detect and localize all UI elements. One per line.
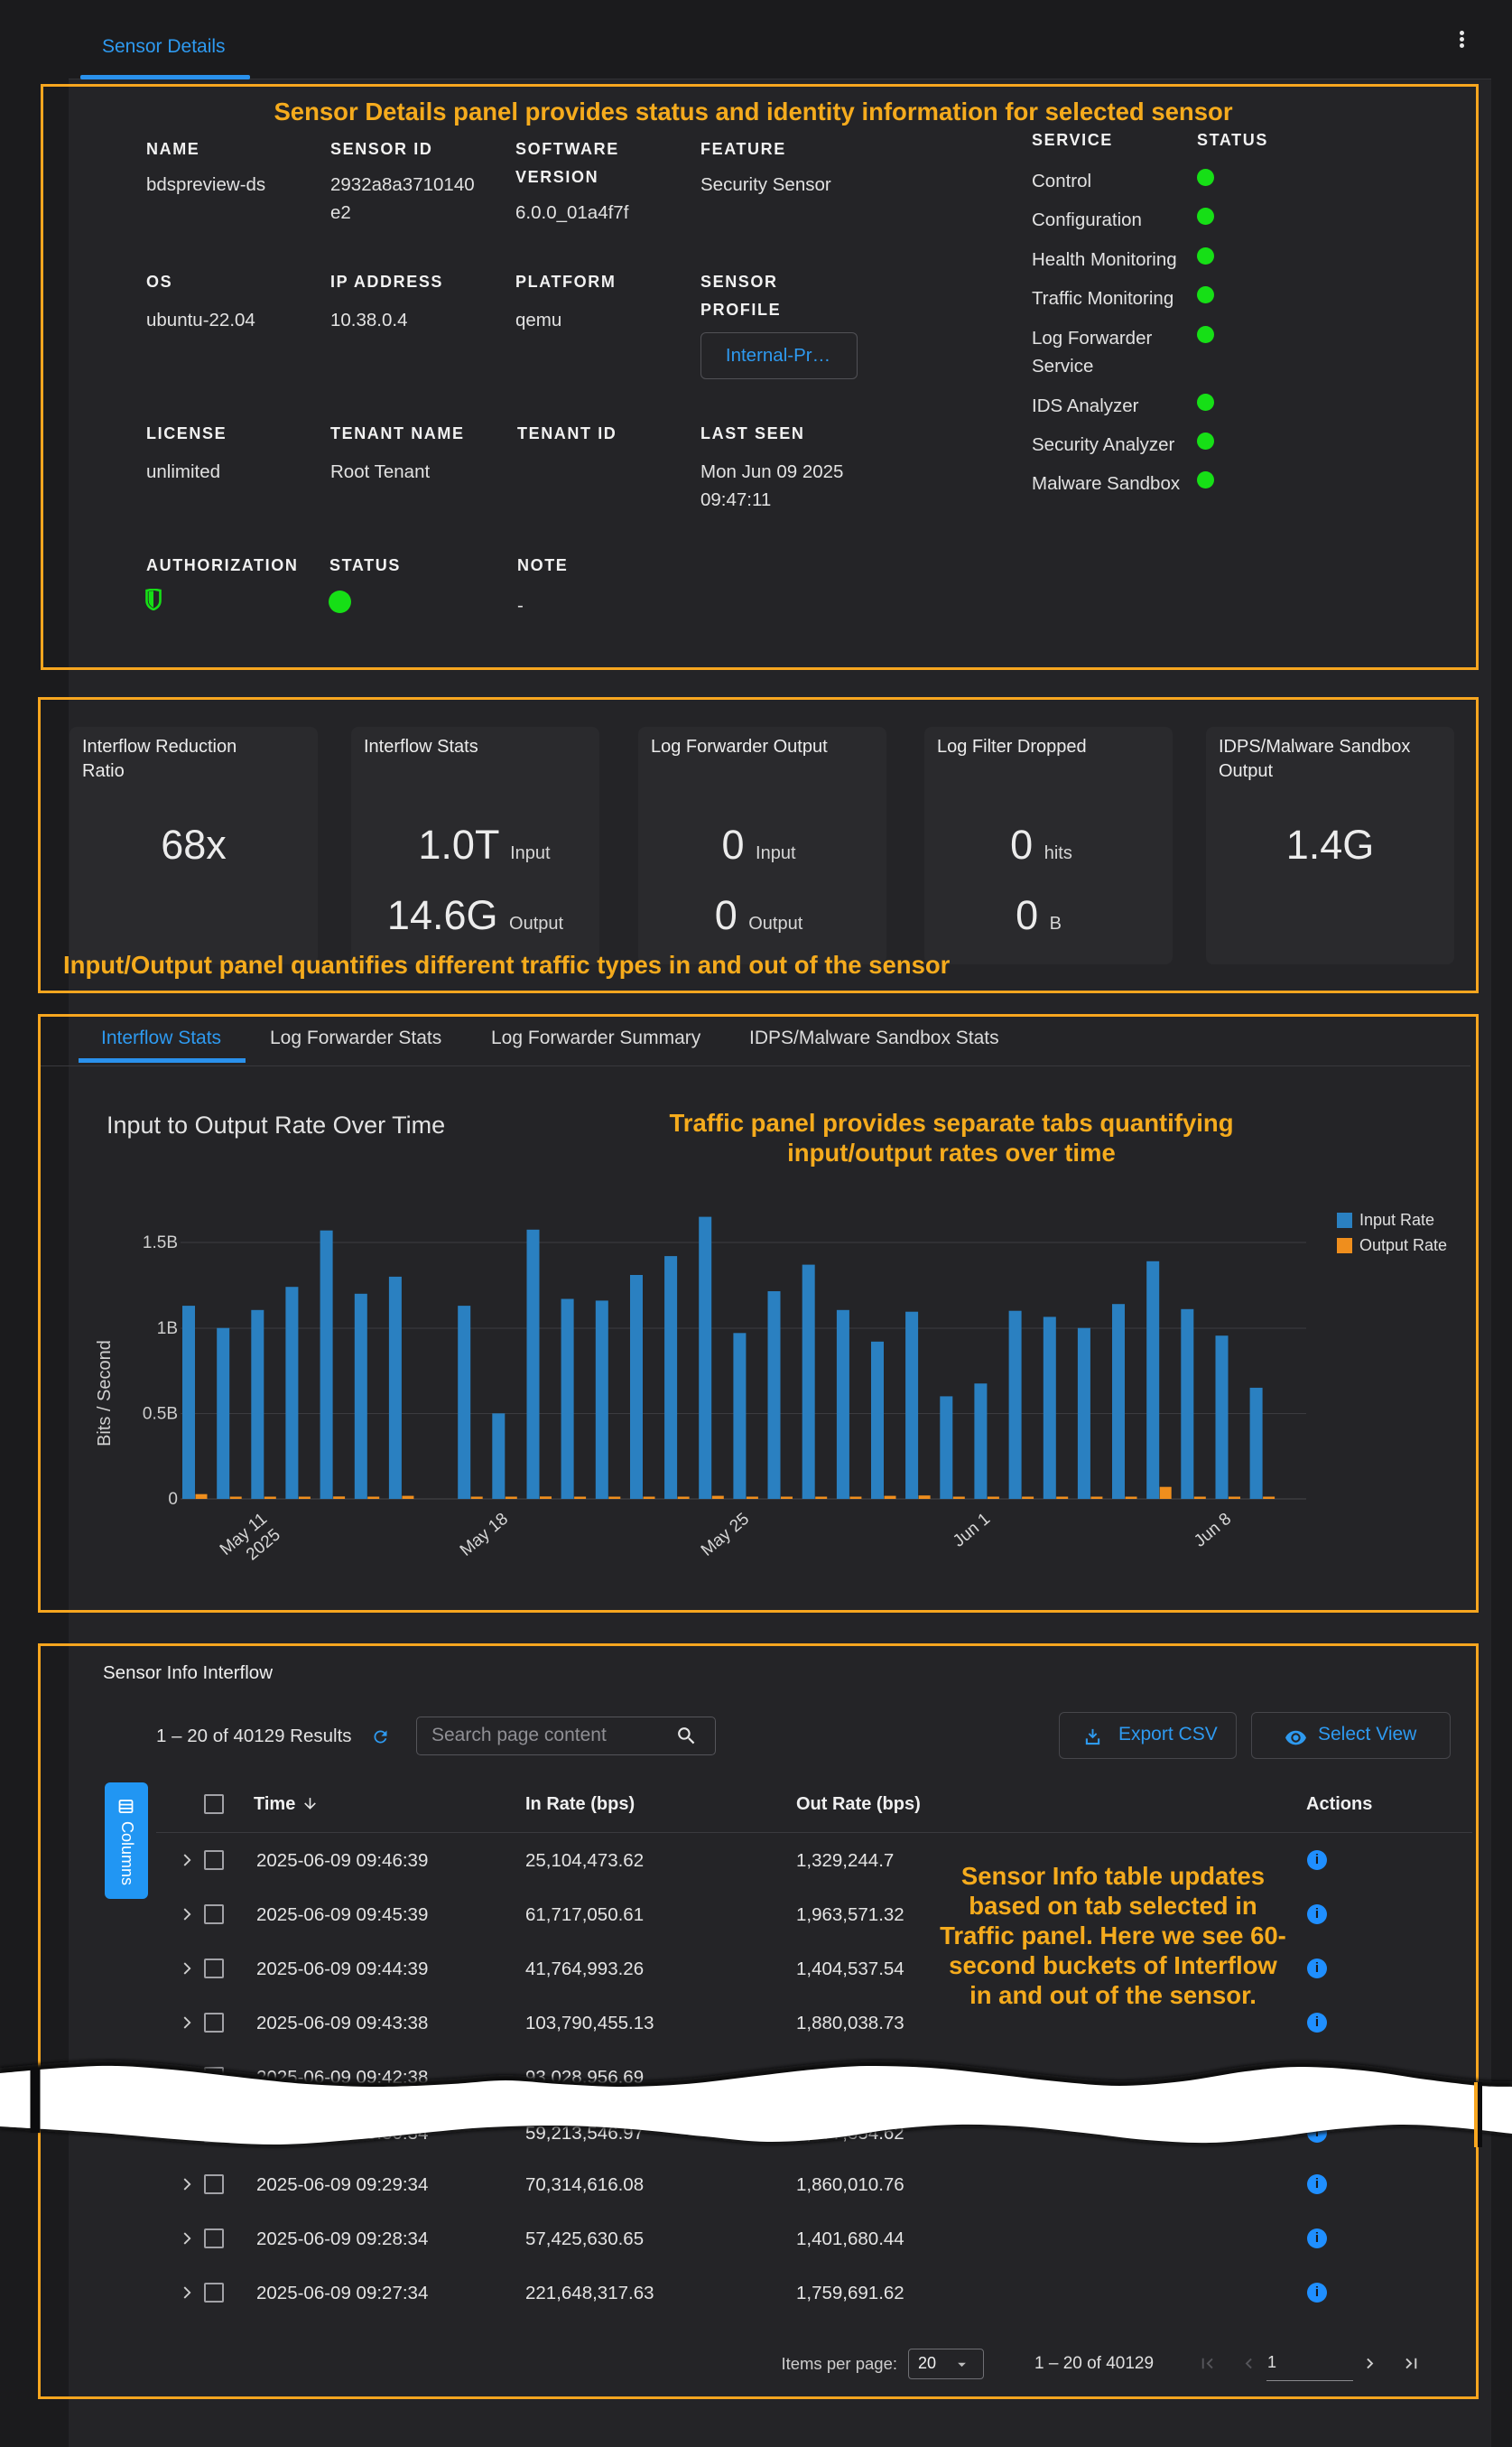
svg-text:Jun 8: Jun 8 bbox=[1191, 1510, 1235, 1551]
svg-text:May 18: May 18 bbox=[457, 1510, 512, 1560]
svg-text:Input Rate: Input Rate bbox=[1359, 1211, 1434, 1229]
svg-text:1.5B: 1.5B bbox=[143, 1233, 178, 1252]
svg-text:Output Rate: Output Rate bbox=[1359, 1236, 1447, 1254]
svg-text:Jun 1: Jun 1 bbox=[950, 1510, 994, 1551]
svg-text:0.5B: 0.5B bbox=[143, 1405, 178, 1424]
svg-text:1B: 1B bbox=[157, 1319, 178, 1338]
svg-text:Bits / Second: Bits / Second bbox=[95, 1340, 115, 1447]
svg-text:0: 0 bbox=[168, 1490, 178, 1509]
svg-text:May 25: May 25 bbox=[698, 1510, 753, 1560]
